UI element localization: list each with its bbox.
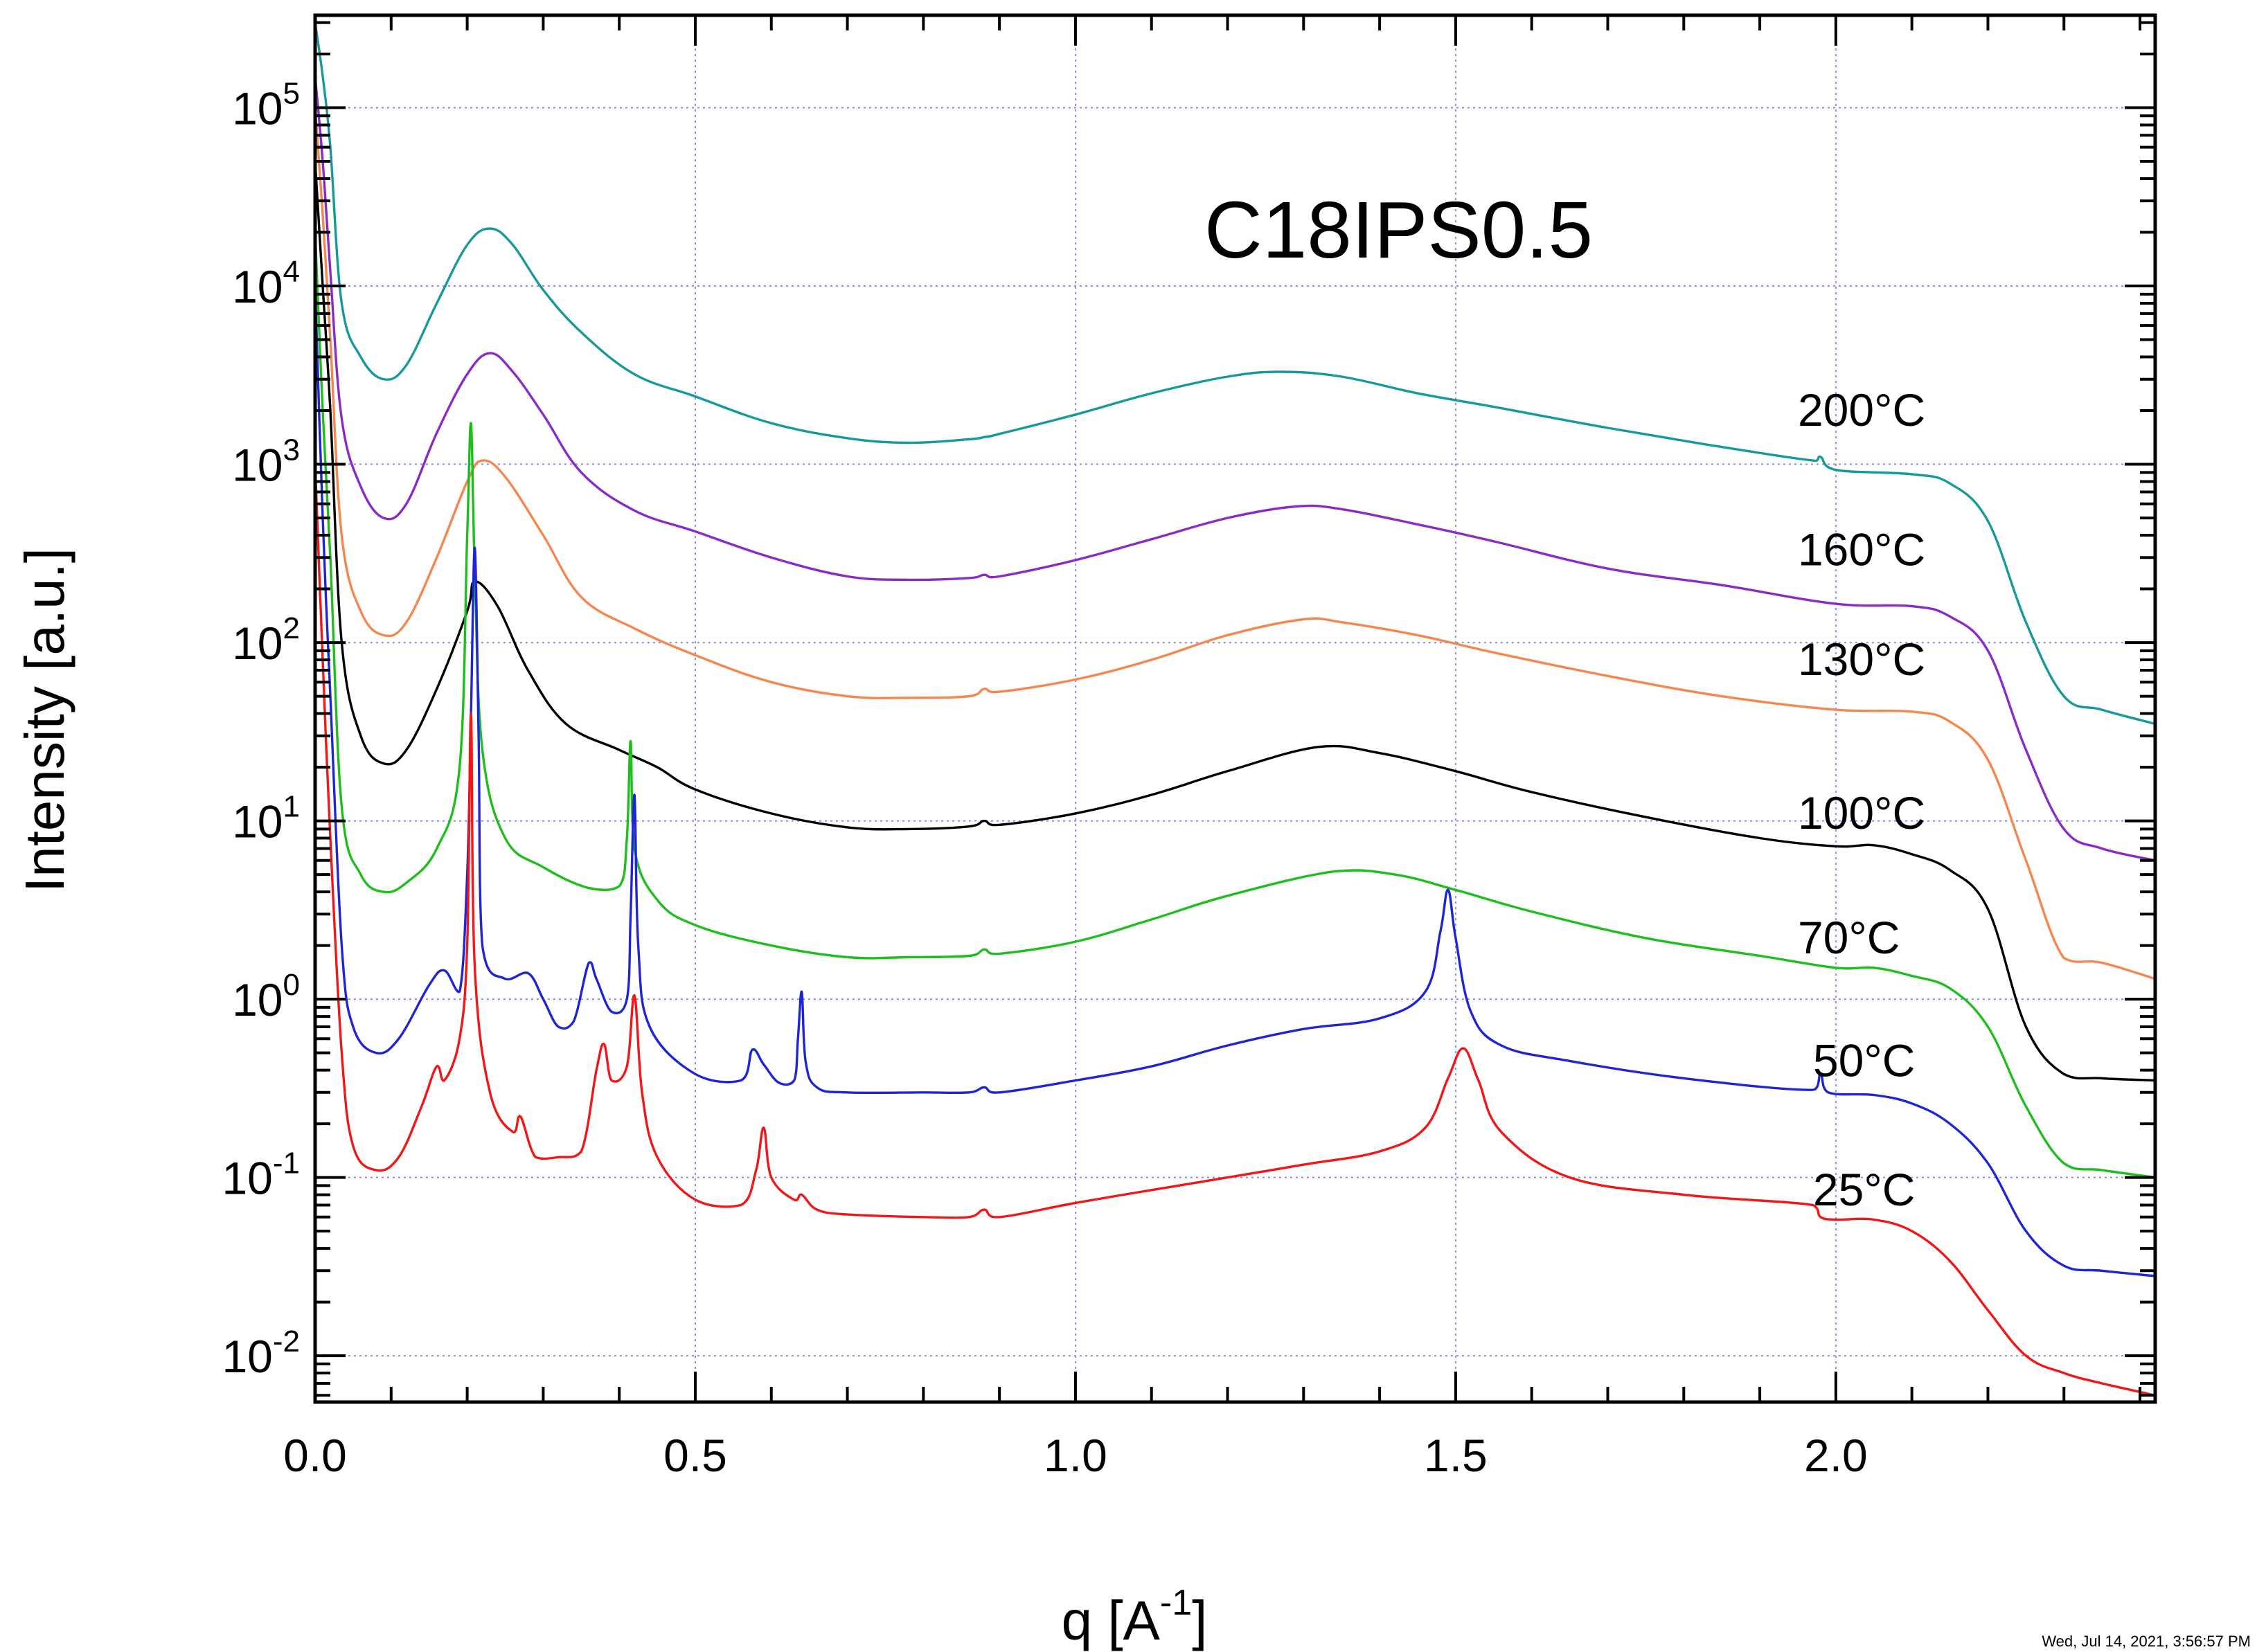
x-axis-title-close: ] [1192,1590,1207,1651]
series-line-70c [315,231,2155,1179]
series-labels: 200°C 160°C 130°C 100°C 70°C 50°C 25°C [1798,384,1925,1215]
series-line-160c [315,75,2155,862]
y-tick-label: 100 [232,968,300,1025]
series-line-200c [315,21,2155,726]
y-axis-title: Intensity [a.u.] [14,548,75,892]
y-tick-label-base: 10 [232,83,283,134]
series-label-70c: 70°C [1798,912,1900,963]
x-tick-label: 0.0 [283,1430,347,1481]
x-axis-title: q [A-1] [1062,1583,1208,1651]
series-label-160c: 160°C [1798,524,1925,575]
series-label-200c: 200°C [1798,384,1925,436]
y-tick-label-base: 10 [232,440,283,491]
y-tick-label-exponent: 0 [283,968,300,1002]
timestamp-annotation: Wed, Jul 14, 2021, 3:56:57 PM [2042,1633,2251,1650]
y-tick-label-base: 10 [232,974,283,1025]
y-tick-label: 102 [232,611,300,669]
y-tick-label-exponent: 2 [283,611,300,645]
y-tick-label-exponent: -1 [273,1147,300,1180]
plot-frame [313,13,2157,1404]
y-tick-label: 10-1 [222,1147,300,1204]
y-tick-label-base: 10 [222,1153,272,1204]
y-tick-label: 104 [232,255,300,312]
series-label-100c: 100°C [1798,787,1925,838]
y-tick-label-base: 10 [232,618,283,669]
series-line-100c [315,160,2155,1082]
axis-ticks [314,15,2155,1402]
y-tick-label-exponent: -2 [273,1325,300,1358]
y-tick-label: 105 [232,77,300,134]
y-tick-label: 101 [232,790,300,847]
y-tick-label-base: 10 [232,261,283,312]
x-tick-label: 2.0 [1804,1430,1868,1481]
x-tick-label: 1.0 [1044,1430,1107,1481]
series-label-25c: 25°C [1813,1164,1915,1215]
y-tick-label-base: 10 [222,1331,272,1382]
x-axis-title-main: q [A [1062,1590,1161,1651]
y-tick-label-exponent: 4 [283,255,300,289]
y-tick-label-exponent: 1 [283,790,300,824]
series-lines [315,21,2155,1397]
y-tick-label: 10-2 [222,1325,300,1382]
x-tick-label: 1.5 [1424,1430,1488,1481]
x-axis-title-exponent: -1 [1160,1583,1192,1623]
x-axis-tick-labels: 0.0 0.5 1.0 1.5 2.0 [283,1430,1868,1481]
y-tick-label-exponent: 5 [283,77,300,111]
series-label-50c: 50°C [1813,1034,1915,1086]
x-tick-label: 0.5 [663,1430,727,1481]
series-label-130c: 130°C [1798,634,1925,685]
series-line-50c [315,285,2155,1277]
y-tick-label: 103 [232,433,300,491]
y-tick-label-base: 10 [232,796,283,847]
series-line-130c [315,106,2155,980]
chart-title: C18IPS0.5 [1204,185,1593,275]
series-line-25c [315,463,2155,1397]
y-tick-label-exponent: 3 [283,433,300,467]
